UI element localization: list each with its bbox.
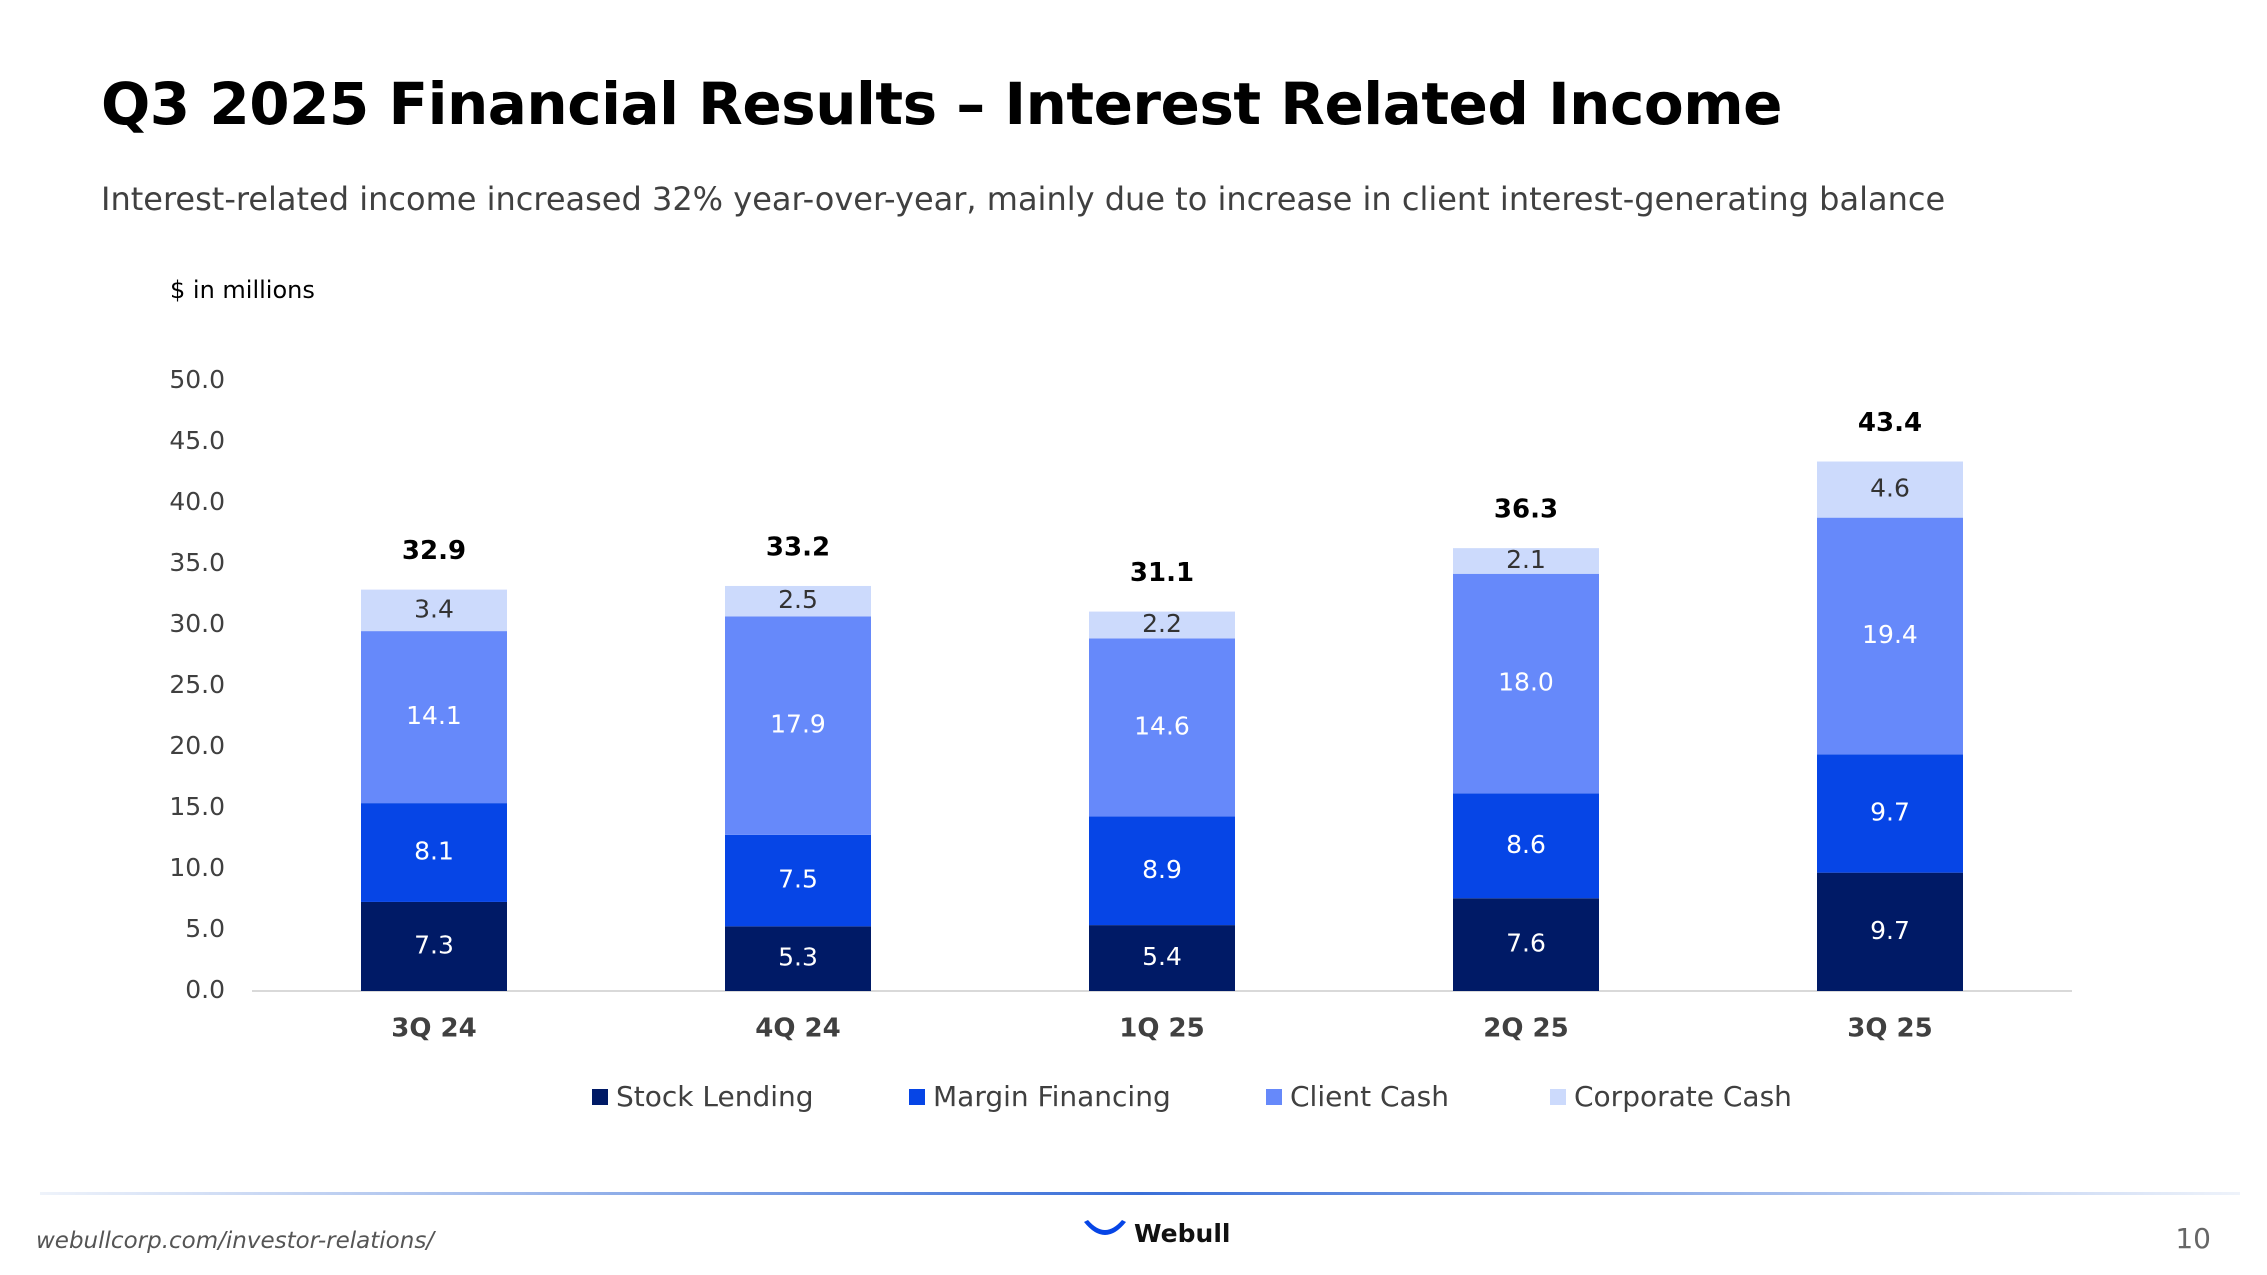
data-label-stock-lending: 9.7 [1870,916,1910,945]
x-tick-label: 3Q 24 [391,1014,476,1044]
total-label: 43.4 [1858,408,1922,438]
bar-margin-financing [1089,816,1235,926]
chart-legend: Stock Lending Margin Financing Client Ca… [0,1080,2267,1120]
data-label-corporate-cash: 3.4 [414,594,454,623]
total-label: 36.3 [1494,495,1558,525]
bar-client-cash [361,631,507,804]
total-label: 31.1 [1130,558,1194,588]
data-label-client-cash: 14.1 [406,701,462,730]
bar-corporate-cash [361,589,507,632]
y-tick-label: 15.0 [169,792,225,821]
legend-swatch-stock-lending [592,1088,608,1105]
legend-label-client-cash: Client Cash [1290,1080,1450,1113]
data-label-client-cash: 14.6 [1134,711,1190,740]
y-tick-label: 50.0 [169,365,225,394]
y-tick-label: 5.0 [185,914,225,943]
bar-margin-financing [1453,793,1599,899]
bar-stock-lending [725,926,871,991]
bar-client-cash [1817,517,1963,755]
data-label-corporate-cash: 2.2 [1142,609,1182,638]
total-label: 33.2 [766,532,830,562]
data-label-stock-lending: 5.4 [1142,942,1182,971]
y-tick-label: 20.0 [169,731,225,760]
page-title: Q3 2025 Financial Results – Interest Rel… [101,70,1782,138]
x-tick-label: 1Q 25 [1119,1014,1204,1044]
data-label-stock-lending: 7.6 [1506,929,1546,958]
y-tick-label: 0.0 [185,975,225,1004]
footer-logo: Webull [1082,1218,1230,1248]
legend-item-client-cash: Client Cash [1266,1080,1449,1113]
bar-margin-financing [361,803,507,902]
data-label-margin-financing: 8.9 [1142,855,1182,884]
legend-swatch-corporate-cash [1550,1088,1566,1105]
legend-swatch-margin-financing [909,1088,925,1105]
data-label-client-cash: 18.0 [1498,668,1554,697]
x-tick-label: 4Q 24 [755,1014,840,1044]
data-label-margin-financing: 8.6 [1506,830,1546,859]
page-number: 10 [2175,1222,2211,1255]
legend-label-stock-lending: Stock Lending [616,1080,814,1113]
total-label: 32.9 [402,536,466,566]
data-label-margin-financing: 7.5 [778,865,818,894]
bar-client-cash [725,616,871,835]
bar-corporate-cash [1089,611,1235,639]
legend-item-corporate-cash: Corporate Cash [1550,1080,1792,1113]
x-tick-label: 3Q 25 [1847,1014,1932,1044]
bar-client-cash [1089,638,1235,817]
legend-label-margin-financing: Margin Financing [933,1080,1171,1113]
data-label-client-cash: 17.9 [770,710,826,739]
x-tick-label: 2Q 25 [1483,1014,1568,1044]
data-label-margin-financing: 9.7 [1870,797,1910,826]
bar-stock-lending [1453,898,1599,991]
footer-brand: Webull [1134,1218,1231,1248]
legend-swatch-client-cash [1266,1088,1282,1105]
y-tick-label: 35.0 [169,548,225,577]
bar-stock-lending [1817,872,1963,991]
data-label-corporate-cash: 4.6 [1870,474,1910,503]
legend-item-stock-lending: Stock Lending [592,1080,814,1113]
y-tick-label: 40.0 [169,487,225,516]
webull-logo-icon [1084,1220,1126,1235]
bar-stock-lending [1089,925,1235,991]
stacked-bar-chart: 0.0 5.0 10.0 15.0 20.0 25.0 30.0 35.0 40.0 45.0 50… [169,365,2072,1044]
y-tick-label: 10.0 [169,853,225,882]
data-label-corporate-cash: 2.1 [1506,545,1546,574]
unit-note: $ in millions [170,276,315,304]
data-label-stock-lending: 7.3 [414,930,454,959]
page-subtitle: Interest-related income increased 32% ye… [101,180,1946,218]
bar-margin-financing [725,834,871,927]
legend-label-corporate-cash: Corporate Cash [1574,1080,1792,1113]
legend-item-margin-financing: Margin Financing [909,1080,1171,1113]
bar-corporate-cash [725,585,871,617]
bar-margin-financing [1817,754,1963,873]
footer-divider [40,1192,2240,1195]
footer-url-link[interactable]: webullcorp.com/investor-relations/ [36,1228,435,1254]
bar-stock-lending [361,901,507,991]
y-tick-label: 30.0 [169,609,225,638]
bar-corporate-cash [1453,548,1599,574]
data-label-corporate-cash: 2.5 [778,585,818,614]
data-label-margin-financing: 8.1 [414,837,454,866]
y-tick-label: 25.0 [169,670,225,699]
bar-corporate-cash [1817,461,1963,518]
bar-client-cash [1453,573,1599,794]
data-label-stock-lending: 5.3 [778,943,818,972]
data-label-client-cash: 19.4 [1862,620,1918,649]
y-tick-label: 45.0 [169,426,225,455]
